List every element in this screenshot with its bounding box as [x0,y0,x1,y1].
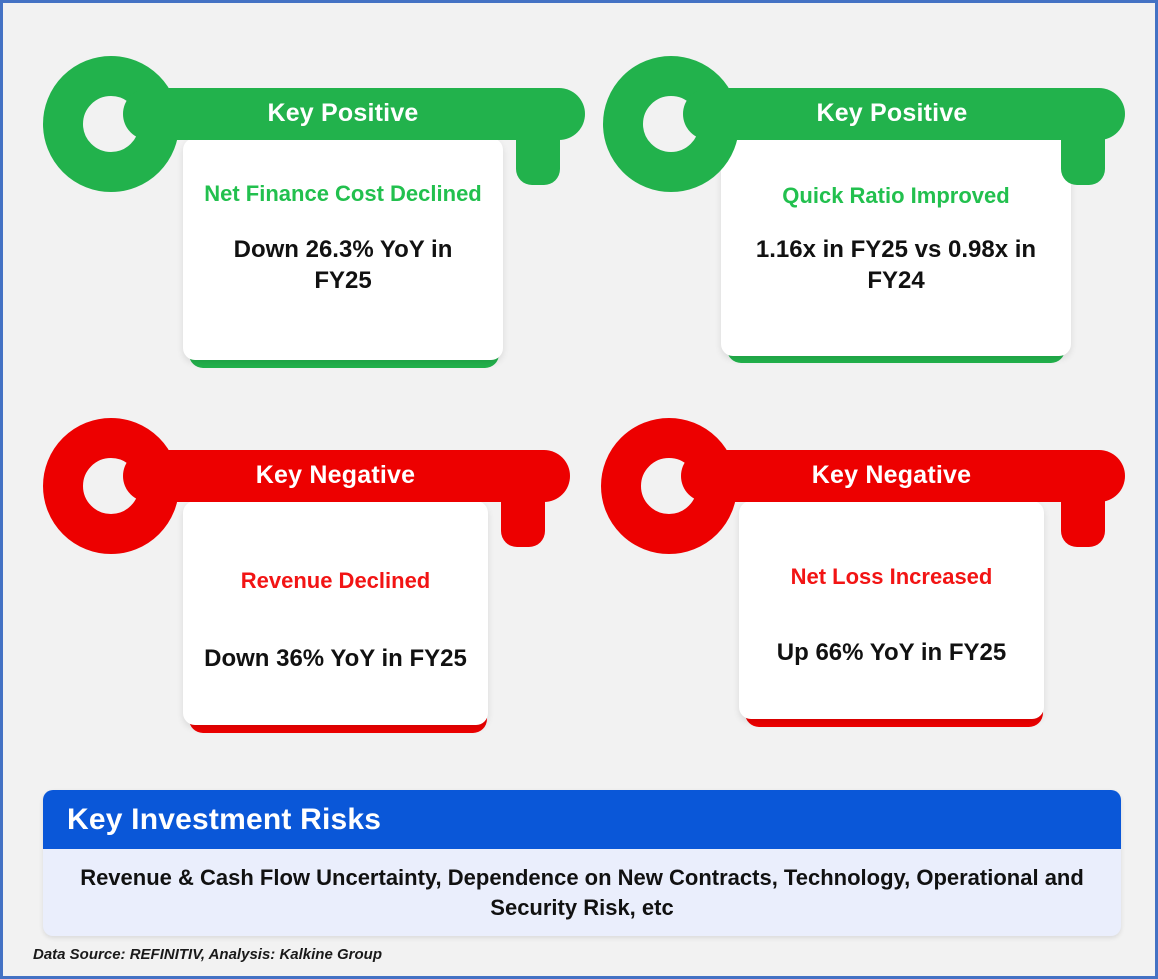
key-badge-label-2: Key Negative [255,461,416,489]
info-card-0: Net Finance Cost Declined Down 26.3% YoY… [183,138,503,360]
risks-body: Revenue & Cash Flow Uncertainty, Depende… [43,849,1121,936]
risks-title: Key Investment Risks [67,802,382,836]
key-shaft-0 [123,88,585,140]
risks-header: Key Investment Risks [43,790,1121,849]
risks-text: Revenue & Cash Flow Uncertainty, Depende… [80,864,1084,920]
key-shaft-2 [123,450,570,502]
card-detail-1: 1.16x in FY25 vs 0.98x in FY24 [755,235,1037,294]
key-badge-label-1: Key Positive [816,99,968,127]
key-badge-label-3: Key Negative [811,461,972,489]
card-headline-2: Revenue Declined [240,568,431,593]
info-card-1: Quick Ratio Improved 1.16x in FY25 vs 0.… [721,138,1071,356]
card-headline-0: Net Finance Cost Declined [204,181,482,206]
key-tooth-3 [1061,493,1105,547]
card-detail-0: Down 26.3% YoY in FY25 [233,235,453,294]
info-card-2: Revenue Declined Down 36% YoY in FY25 [183,501,488,725]
key-tooth-2 [501,493,545,547]
key-shaft-3 [681,450,1125,502]
card-detail-2: Down 36% YoY in FY25 [204,644,467,672]
key-badge-label-0: Key Positive [267,99,419,127]
key-tooth-1 [1061,131,1105,185]
card-detail-3: Up 66% YoY in FY25 [776,638,1007,666]
key-tooth-0 [516,131,560,185]
key-shaft-1 [683,88,1125,140]
key-investment-risks-panel: Key Investment Risks Revenue & Cash Flow… [43,790,1121,936]
card-headline-1: Quick Ratio Improved [782,183,1010,208]
infographic-stage: Net Finance Cost Declined Down 26.3% YoY… [3,3,1155,976]
data-source-note: Data Source: REFINITIV, Analysis: Kalkin… [33,946,382,963]
card-headline-3: Net Loss Increased [790,564,993,589]
info-card-3: Net Loss Increased Up 66% YoY in FY25 [739,501,1044,719]
